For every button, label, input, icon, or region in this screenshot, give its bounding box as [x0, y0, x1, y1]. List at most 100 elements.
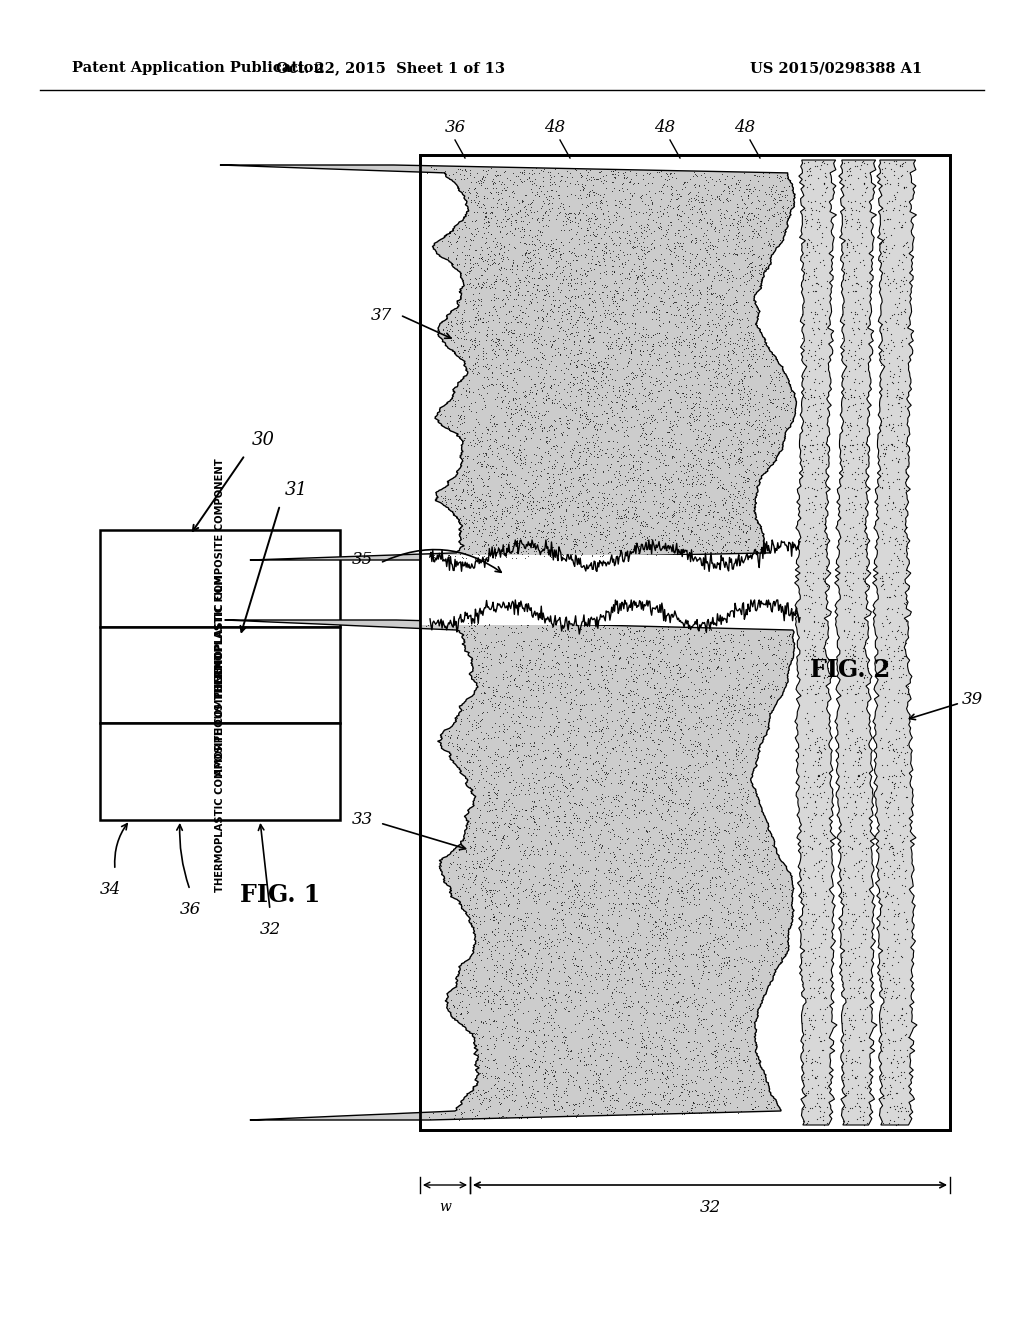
Point: [709, 236, 725, 257]
Point: [604, 249, 621, 271]
Point: [672, 788, 688, 809]
Point: [698, 432, 715, 453]
Point: [439, 861, 456, 882]
Point: [887, 772, 903, 793]
Point: [710, 1086, 726, 1107]
Point: [607, 804, 624, 825]
Point: [585, 1064, 601, 1085]
Point: [435, 400, 452, 421]
Point: [486, 748, 503, 770]
Point: [678, 828, 694, 849]
Point: [685, 166, 701, 187]
Point: [625, 648, 641, 669]
Point: [625, 312, 641, 333]
Point: [592, 950, 608, 972]
Point: [632, 1073, 648, 1094]
Point: [557, 477, 573, 498]
Point: [699, 541, 716, 562]
Point: [604, 668, 621, 689]
Point: [623, 882, 639, 903]
Point: [845, 923, 861, 944]
Point: [502, 739, 518, 760]
Point: [561, 620, 578, 642]
Text: 36: 36: [179, 902, 201, 919]
Point: [757, 838, 773, 859]
Point: [541, 473, 557, 494]
Point: [647, 911, 664, 932]
Point: [657, 978, 674, 999]
Point: [817, 730, 834, 751]
Point: [690, 191, 707, 213]
Point: [511, 449, 527, 470]
Point: [560, 329, 577, 350]
Point: [509, 446, 525, 467]
Point: [460, 462, 476, 483]
Point: [853, 232, 869, 253]
Point: [837, 565, 853, 586]
Point: [722, 330, 738, 351]
Point: [651, 370, 668, 391]
Point: [588, 253, 604, 275]
Point: [756, 1084, 772, 1105]
Point: [563, 400, 580, 421]
Point: [582, 945, 598, 966]
Point: [762, 686, 778, 708]
Point: [598, 243, 614, 264]
Point: [488, 510, 505, 531]
Point: [441, 164, 458, 185]
Point: [744, 257, 761, 279]
Point: [656, 199, 673, 220]
Point: [664, 447, 680, 469]
Point: [635, 280, 651, 301]
Point: [564, 442, 581, 463]
Point: [555, 329, 571, 350]
Point: [701, 504, 718, 525]
Point: [739, 983, 756, 1005]
Point: [536, 543, 552, 564]
Point: [683, 197, 699, 218]
Point: [656, 1001, 673, 1022]
Point: [815, 1040, 831, 1061]
Point: [522, 178, 539, 199]
Point: [813, 742, 829, 763]
Point: [669, 663, 685, 684]
Point: [513, 908, 529, 929]
Point: [586, 271, 602, 292]
Point: [691, 383, 708, 404]
Point: [613, 1020, 630, 1041]
Point: [615, 997, 632, 1018]
Point: [678, 226, 694, 247]
Point: [689, 362, 706, 383]
Point: [524, 536, 541, 557]
Point: [503, 762, 519, 783]
Point: [609, 915, 626, 936]
Point: [644, 264, 660, 285]
Point: [493, 1093, 509, 1114]
Point: [721, 730, 737, 751]
Point: [637, 1104, 653, 1125]
Point: [660, 421, 677, 442]
Point: [648, 772, 665, 793]
Point: [513, 467, 529, 488]
Point: [493, 644, 509, 665]
Point: [735, 1084, 752, 1105]
Point: [476, 640, 493, 661]
Point: [886, 585, 902, 606]
Point: [616, 319, 633, 341]
Point: [457, 513, 473, 535]
Point: [476, 260, 493, 281]
Point: [855, 902, 871, 923]
Point: [839, 232, 855, 253]
Point: [464, 759, 480, 780]
Point: [511, 689, 527, 710]
Point: [735, 1049, 752, 1071]
Point: [755, 403, 771, 424]
Point: [718, 954, 734, 975]
Point: [630, 899, 646, 920]
Point: [593, 170, 609, 191]
Point: [516, 1020, 532, 1041]
Point: [466, 730, 482, 751]
Point: [893, 388, 909, 409]
Point: [711, 657, 727, 678]
Point: [482, 202, 499, 223]
